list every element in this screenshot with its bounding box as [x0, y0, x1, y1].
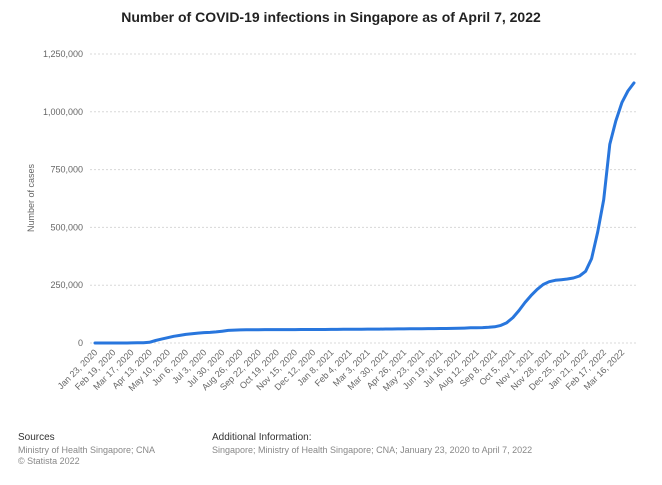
y-tick-label: 250,000	[50, 280, 83, 290]
info: Singapore; Ministry of Health Singapore;…	[212, 445, 532, 455]
y-tick-label: 1,250,000	[43, 49, 83, 59]
chart-title: Number of COVID-19 infections in Singapo…	[121, 9, 541, 25]
info-title: Additional Information:	[212, 432, 312, 443]
y-axis-label: Number of cases	[26, 163, 36, 232]
sources: Ministry of Health Singapore; CNA	[18, 445, 155, 455]
y-tick-label: 1,000,000	[43, 107, 83, 117]
sources-title: Sources	[18, 432, 55, 443]
y-tick-label: 750,000	[50, 165, 83, 175]
y-tick-label: 500,000	[50, 222, 83, 232]
copyright: © Statista 2022	[18, 456, 80, 466]
data-line	[93, 81, 636, 345]
y-tick-label: 0	[78, 338, 83, 348]
